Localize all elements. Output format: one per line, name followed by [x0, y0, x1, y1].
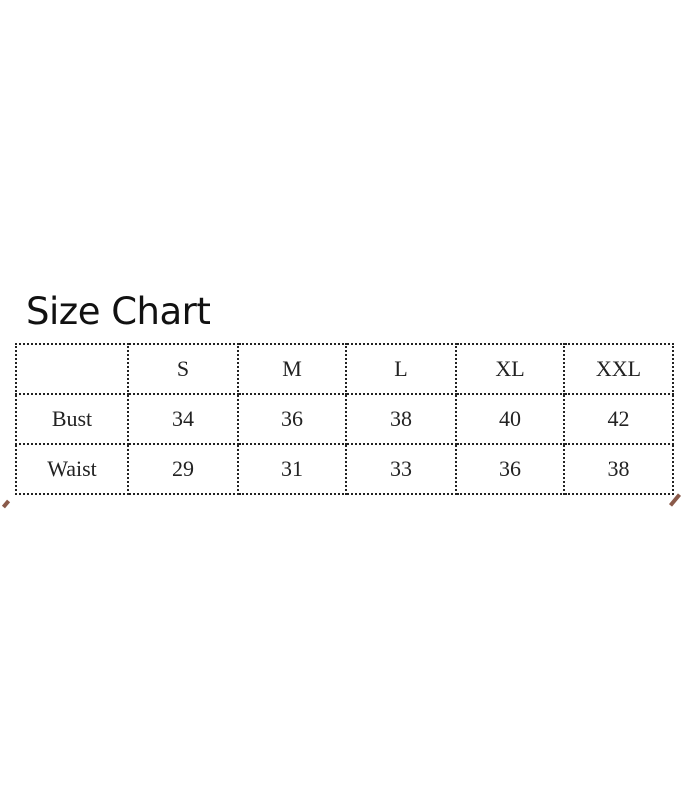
- table-cell: 34: [127, 393, 239, 445]
- header-cell-m: M: [237, 343, 347, 395]
- header-cell-s: S: [127, 343, 239, 395]
- table-cell: 29: [127, 443, 239, 495]
- row-label: Waist: [15, 443, 129, 495]
- header-cell-empty: [15, 343, 129, 395]
- chart-title: Size Chart: [26, 290, 211, 333]
- header-cell-xxl: XXL: [563, 343, 674, 395]
- header-cell-l: L: [345, 343, 457, 395]
- header-row: S M L XL XXL: [15, 343, 674, 395]
- table-row-bust: Bust 34 36 38 40 42: [15, 393, 674, 445]
- table-cell: 42: [563, 393, 674, 445]
- table-row-waist: Waist 29 31 33 36 38: [15, 443, 674, 495]
- corner-mark-left: [1, 499, 11, 509]
- table-cell: 31: [237, 443, 347, 495]
- size-table: S M L XL XXL Bust 34 36 38 40 42 Waist 2…: [15, 343, 674, 495]
- table-cell: 36: [237, 393, 347, 445]
- table-cell: 36: [455, 443, 565, 495]
- row-label: Bust: [15, 393, 129, 445]
- table-cell: 40: [455, 393, 565, 445]
- table-cell: 38: [563, 443, 674, 495]
- table-cell: 33: [345, 443, 457, 495]
- table-cell: 38: [345, 393, 457, 445]
- header-cell-xl: XL: [455, 343, 565, 395]
- corner-mark-right: [668, 493, 682, 507]
